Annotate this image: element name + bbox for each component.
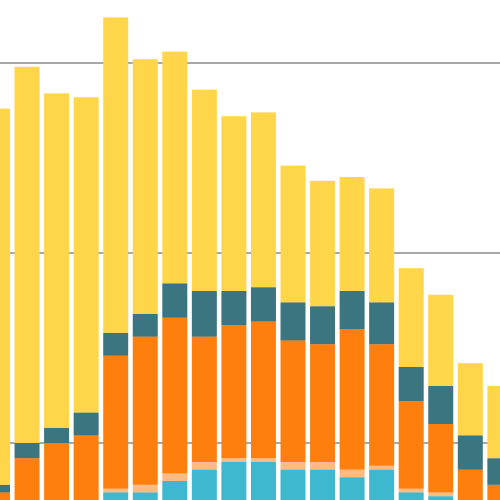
bar-8-segment-3 — [221, 291, 247, 326]
bar-5-segment-3 — [132, 313, 158, 337]
bar-17-segment-3 — [487, 458, 500, 485]
bar-10-segment-3 — [280, 302, 306, 341]
bar-5-segment-4 — [132, 59, 158, 314]
bar-12-segment-1 — [339, 469, 365, 478]
bar-9-segment-0 — [250, 462, 276, 500]
bar-15-segment-0 — [428, 496, 454, 500]
bar-8-segment-1 — [221, 458, 247, 462]
bar-14-segment-2 — [398, 401, 424, 489]
bar-15-segment-2 — [428, 424, 454, 493]
bar-0-segment-4 — [0, 108, 10, 485]
bar-6-segment-1 — [162, 473, 188, 481]
bar-9-segment-4 — [250, 112, 276, 288]
bar-13-segment-4 — [369, 188, 395, 303]
bar-9-segment-2 — [250, 321, 276, 459]
bar-16-segment-3 — [457, 435, 483, 470]
bar-13-segment-1 — [369, 465, 395, 470]
bar-11-segment-1 — [310, 462, 336, 470]
bar-12-segment-2 — [339, 329, 365, 470]
bar-12-segment-0 — [339, 477, 365, 500]
bar-14-segment-3 — [398, 367, 424, 402]
bar-1-segment-4 — [14, 66, 40, 444]
bar-8-segment-4 — [221, 116, 247, 291]
bar-3-segment-2 — [73, 435, 99, 500]
bar-14-segment-0 — [398, 492, 424, 500]
bar-6-segment-3 — [162, 283, 188, 318]
bar-16-segment-2 — [457, 469, 483, 500]
bar-4-segment-3 — [103, 332, 129, 356]
bar-2-segment-3 — [44, 427, 70, 443]
bar-9-segment-3 — [250, 287, 276, 322]
bar-3-segment-3 — [73, 412, 99, 436]
bar-4-segment-4 — [103, 17, 129, 333]
bar-7-segment-3 — [191, 291, 217, 337]
bar-13-segment-3 — [369, 302, 395, 345]
bar-2-segment-2 — [44, 443, 70, 500]
bar-3-segment-4 — [73, 97, 99, 413]
bar-11-segment-2 — [310, 344, 336, 462]
bar-12-segment-4 — [339, 177, 365, 291]
bar-4-segment-2 — [103, 355, 129, 489]
bar-1-segment-2 — [14, 458, 40, 500]
bar-8-segment-2 — [221, 325, 247, 459]
bar-17-segment-4 — [487, 386, 500, 459]
bar-7-segment-4 — [191, 89, 217, 291]
bar-stacks — [0, 17, 500, 500]
bar-7-segment-1 — [191, 462, 217, 470]
bar-10-segment-2 — [280, 340, 306, 462]
bar-5-segment-1 — [132, 484, 158, 493]
bar-10-segment-1 — [280, 462, 306, 470]
bar-15-segment-1 — [428, 492, 454, 497]
bar-11-segment-4 — [310, 180, 336, 307]
bar-10-segment-4 — [280, 165, 306, 303]
bar-13-segment-0 — [369, 469, 395, 500]
bar-7-segment-0 — [191, 469, 217, 500]
bar-0-segment-2 — [0, 492, 10, 500]
bar-5-segment-2 — [132, 336, 158, 485]
bar-5-segment-0 — [132, 492, 158, 500]
bar-7-segment-2 — [191, 336, 217, 462]
bar-1-segment-3 — [14, 443, 40, 459]
bar-9-segment-1 — [250, 458, 276, 462]
bar-8-segment-0 — [221, 462, 247, 500]
bar-13-segment-2 — [369, 344, 395, 466]
bar-11-segment-0 — [310, 469, 336, 500]
bar-17-segment-2 — [487, 484, 500, 500]
bar-11-segment-3 — [310, 306, 336, 345]
bar-14-segment-4 — [398, 268, 424, 367]
bar-12-segment-3 — [339, 291, 365, 329]
bar-0-segment-3 — [0, 484, 10, 493]
bar-10-segment-0 — [280, 469, 306, 500]
bar-6-segment-4 — [162, 51, 188, 284]
bar-6-segment-0 — [162, 481, 188, 500]
bar-16-segment-4 — [457, 363, 483, 436]
bar-4-segment-0 — [103, 492, 129, 500]
bar-15-segment-4 — [428, 294, 454, 386]
bar-15-segment-3 — [428, 386, 454, 424]
bar-4-segment-1 — [103, 488, 129, 493]
bar-6-segment-2 — [162, 317, 188, 474]
bar-2-segment-4 — [44, 93, 70, 428]
bar-14-segment-1 — [398, 488, 424, 493]
